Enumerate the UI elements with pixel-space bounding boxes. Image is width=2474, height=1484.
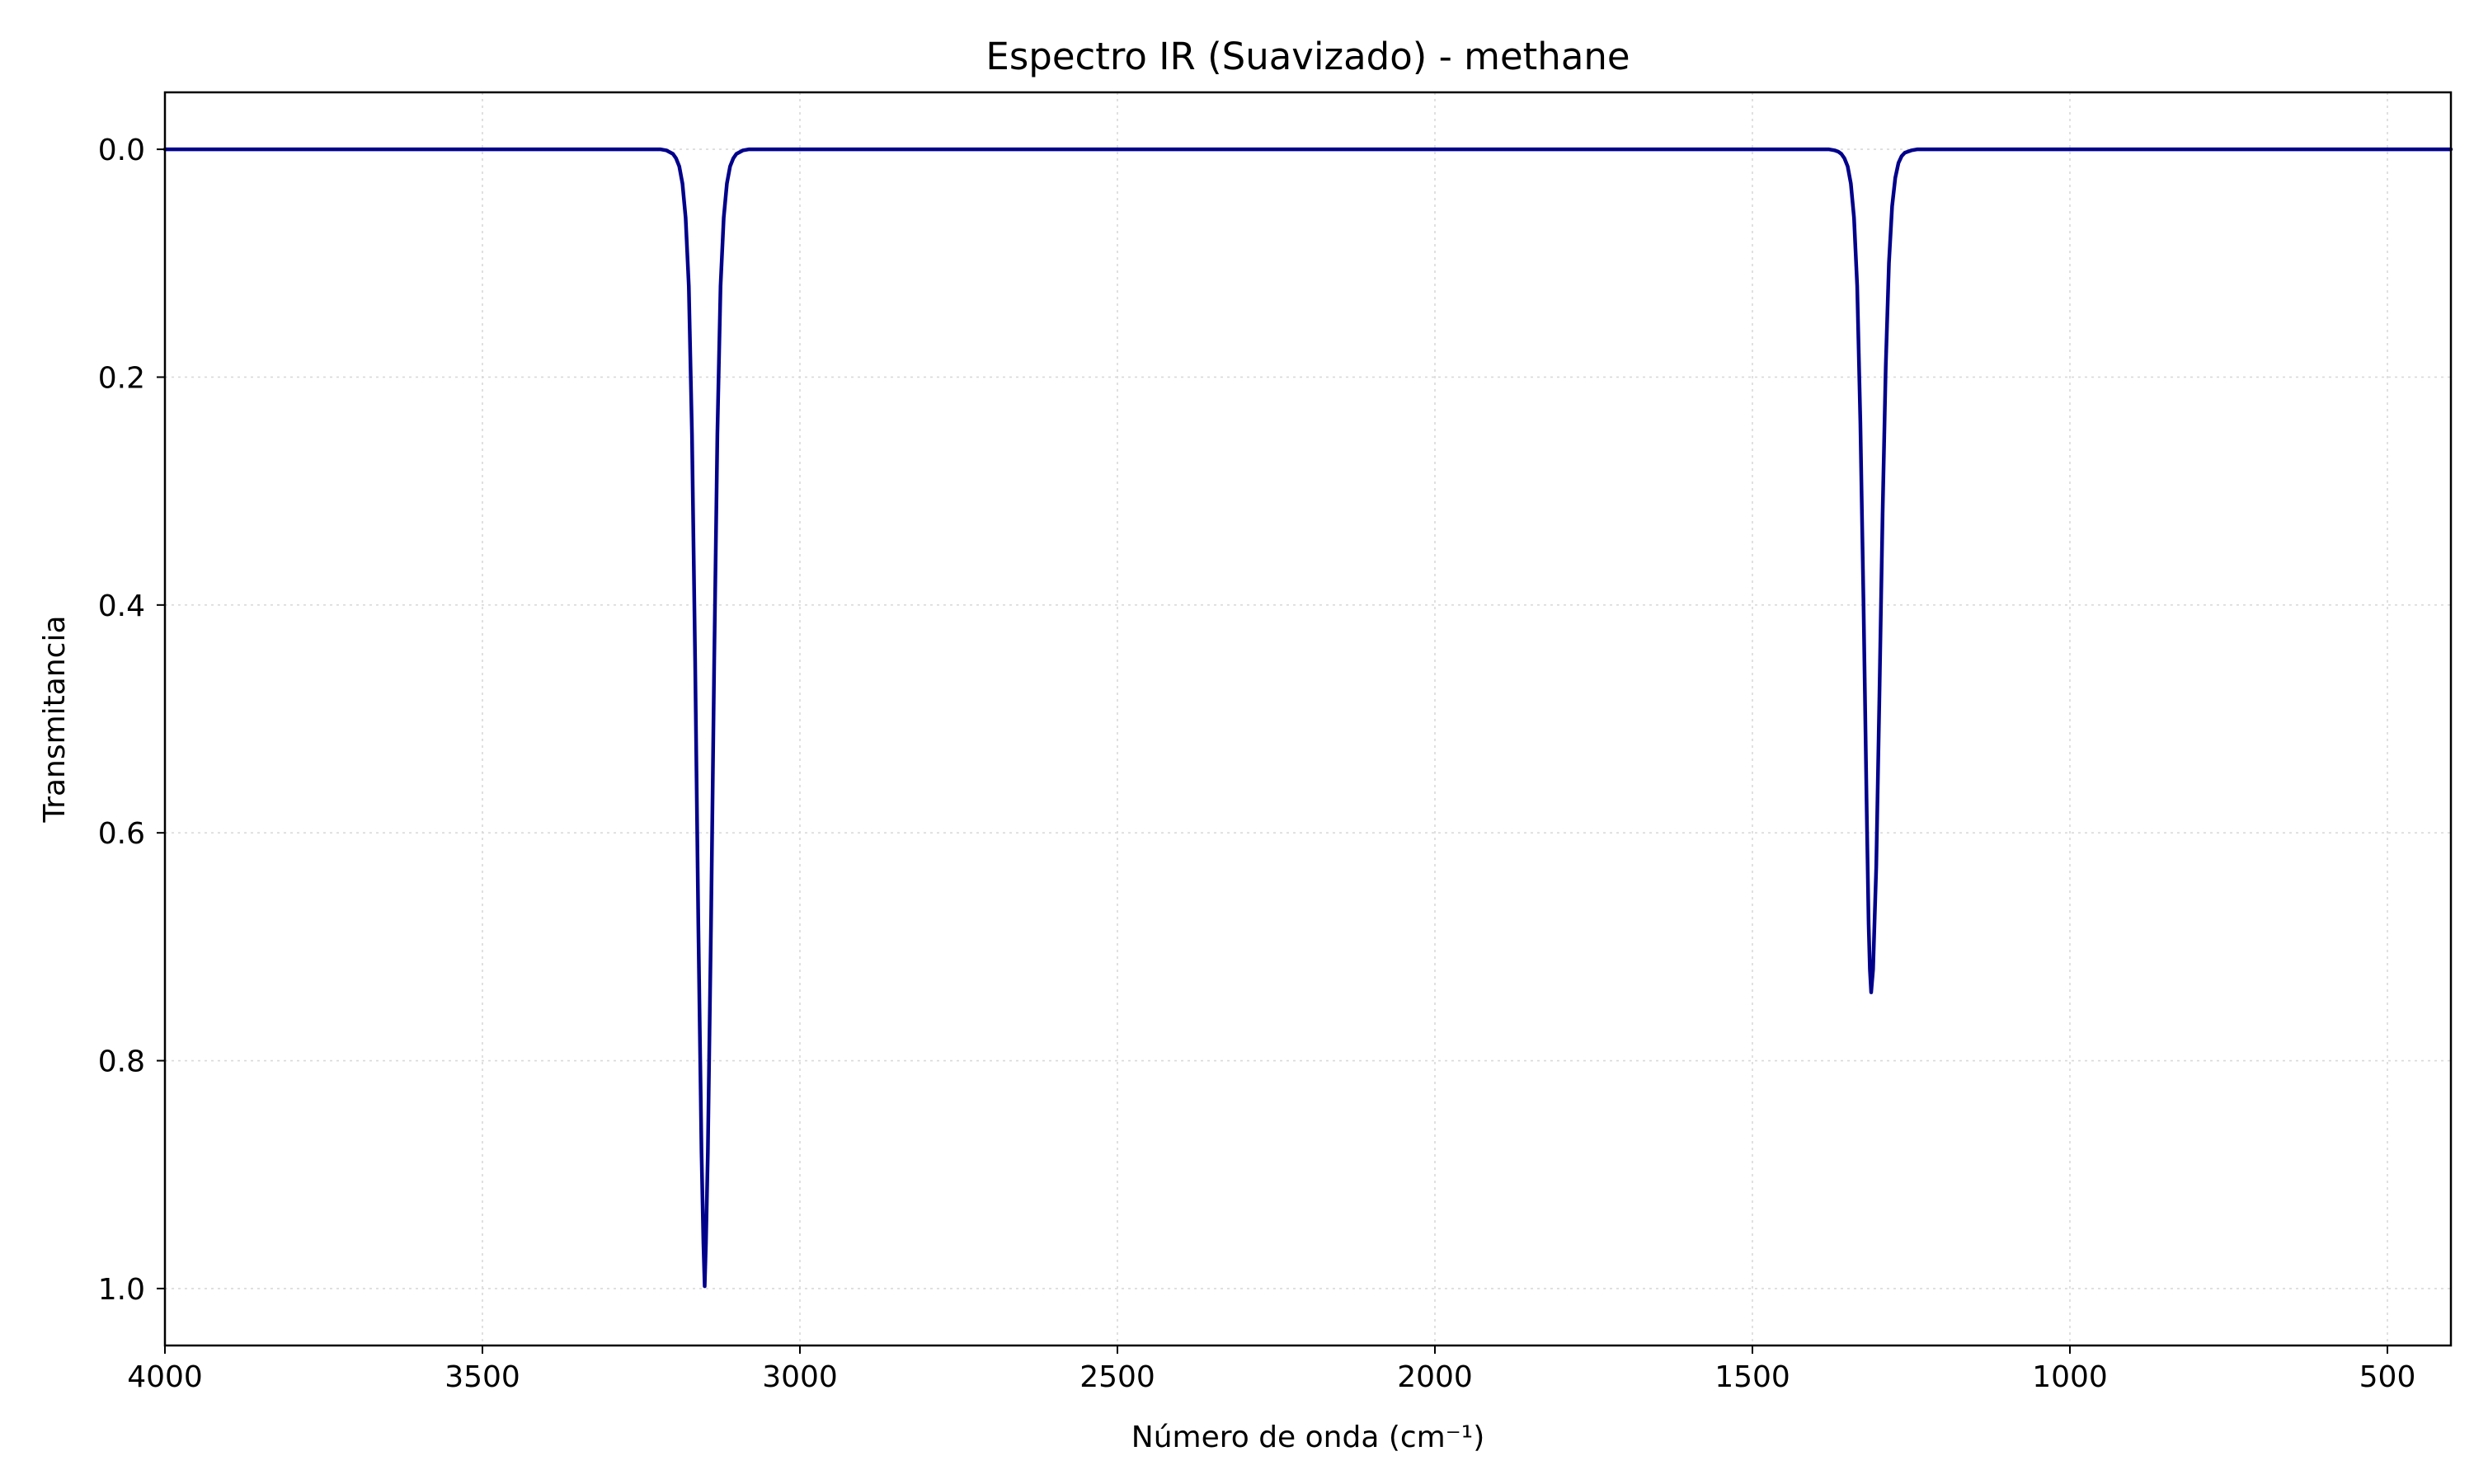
y-tick-label: 0.8: [98, 1045, 145, 1079]
x-tick-label: 2500: [1079, 1360, 1155, 1394]
x-tick-label: 3000: [762, 1360, 838, 1394]
y-tick-label: 0.0: [98, 134, 145, 167]
x-tick-label: 2000: [1397, 1360, 1473, 1394]
x-tick-label: 500: [2359, 1360, 2416, 1394]
y-tick-label: 0.6: [98, 817, 145, 851]
plot-frame: [163, 91, 2453, 1347]
y-axis-ticks: 0.0 0.2 0.4 0.6 0.8 1.0: [98, 134, 165, 1307]
x-tick-label: 1500: [1714, 1360, 1790, 1394]
x-axis-title: Número de onda (cm⁻¹): [1131, 1421, 1484, 1454]
x-tick-label: 4000: [127, 1360, 203, 1394]
chart-title: Espectro IR (Suavizado) - methane: [985, 35, 1630, 78]
spectrum-line: [162, 147, 2453, 1289]
series-layer: [162, 147, 2453, 1289]
y-tick-label: 1.0: [98, 1273, 145, 1307]
x-tick-label: 3500: [444, 1360, 520, 1394]
y-tick-label: 0.4: [98, 589, 145, 623]
x-axis-ticks: 4000 3500 3000 2500 2000 1500 1000 500: [127, 1345, 2415, 1394]
y-tick-label: 0.2: [98, 361, 145, 395]
y-axis-title: Transmitancia: [38, 615, 72, 823]
x-tick-label: 1000: [2032, 1360, 2108, 1394]
